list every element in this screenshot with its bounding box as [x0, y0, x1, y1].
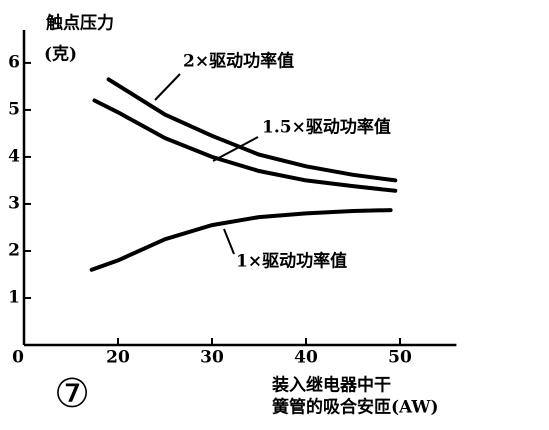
leader-line: [212, 136, 259, 162]
curve: [92, 98, 398, 193]
y-tick-label: 1: [8, 287, 20, 307]
curve: [89, 208, 393, 272]
y-tick-label: 5: [8, 99, 20, 119]
leader-line: [223, 228, 235, 255]
curve: [106, 77, 398, 183]
y-axis-label: 触点压力: [45, 13, 114, 34]
x-tick-label: 30: [200, 348, 224, 368]
x-tick-label: 20: [106, 348, 130, 368]
x-axis-label: 装入继电器中干: [271, 375, 391, 396]
y-axis-label: (克): [44, 44, 77, 65]
y-tick-label: 3: [8, 193, 20, 213]
y-tick-label: 2: [8, 240, 20, 260]
curve-label: 1.5×驱动功率值: [262, 117, 391, 138]
x-axis-label: 簧管的吸合安匝(AW): [272, 397, 439, 418]
y-tick-label: 6: [8, 52, 20, 72]
x-tick-label: 50: [388, 348, 412, 368]
curve-label: 2×驱动功率值: [183, 51, 294, 72]
curve-label: 1×驱动功率值: [236, 251, 347, 272]
figure-number: ⑦: [54, 371, 90, 417]
x-tick-label: 40: [294, 348, 318, 368]
y-tick-label: 4: [8, 146, 20, 166]
x-tick-label: 0: [12, 348, 24, 368]
leader-line: [154, 73, 181, 101]
